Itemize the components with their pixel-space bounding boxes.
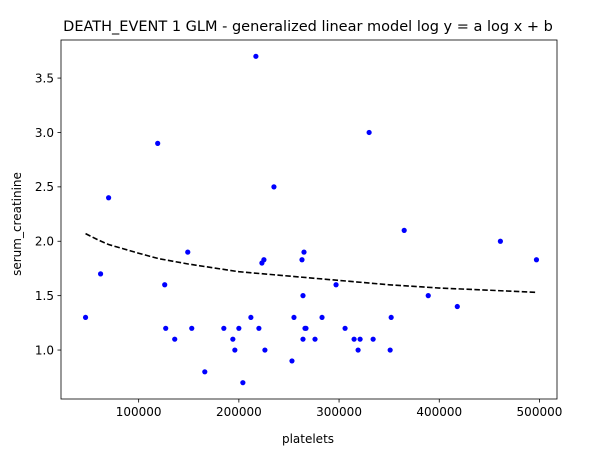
data-point-0	[82, 314, 89, 321]
data-point-27	[301, 249, 307, 255]
data-point-3	[155, 140, 161, 146]
data-point-40	[388, 314, 394, 321]
data-point-42	[425, 293, 431, 299]
data-point-44	[497, 238, 503, 244]
data-point-31	[319, 314, 325, 321]
y-tick-label-3: 2.5	[35, 180, 54, 194]
data-point-23	[291, 314, 297, 321]
data-point-36	[357, 336, 363, 342]
data-point-41	[401, 227, 407, 233]
plot-area	[60, 39, 558, 400]
data-point-11	[230, 336, 236, 342]
y-tick-label-2: 2.0	[35, 235, 54, 249]
data-point-4	[162, 282, 168, 288]
y-tick-label-0: 1.0	[35, 343, 54, 357]
x-tick-label-1: 200000	[216, 405, 262, 419]
x-axis: 100000 200000 300000 400000 500000	[116, 399, 563, 419]
data-point-35	[355, 347, 361, 353]
data-point-33	[342, 325, 348, 331]
x-tick-label-4: 500000	[517, 405, 563, 419]
data-point-25	[300, 336, 306, 342]
y-tick-label-1: 1.5	[35, 289, 54, 303]
data-point-1	[97, 271, 104, 277]
x-tick-label-2: 300000	[316, 405, 362, 419]
data-point-8	[189, 325, 195, 331]
data-point-5	[163, 325, 169, 331]
x-tick-label-0: 100000	[116, 405, 162, 419]
data-point-29	[303, 325, 309, 331]
data-point-7	[185, 249, 191, 255]
data-point-38	[370, 336, 376, 342]
data-point-19	[261, 257, 267, 263]
data-point-22	[289, 358, 295, 364]
data-point-32	[333, 282, 339, 288]
data-point-6	[172, 336, 178, 342]
data-point-24	[299, 257, 305, 263]
x-tick-label-3: 400000	[416, 405, 462, 419]
data-point-43	[454, 303, 460, 310]
plot-frame	[60, 39, 558, 400]
data-point-37	[366, 129, 372, 136]
data-point-20	[262, 347, 268, 353]
data-point-34	[351, 336, 357, 342]
data-point-10	[221, 325, 227, 331]
data-point-2	[106, 195, 112, 201]
data-point-12	[232, 347, 238, 353]
chart-title: DEATH_EVENT 1 GLM - generalized linear m…	[63, 19, 553, 35]
x-axis-label: platelets	[282, 432, 334, 446]
data-point-21	[271, 184, 277, 190]
data-point-13	[236, 325, 242, 331]
data-point-30	[312, 336, 318, 342]
y-axis: 1.0 1.5 2.0 2.5 3.0 3.5	[35, 71, 61, 357]
y-tick-label-4: 3.0	[35, 126, 54, 140]
data-point-16	[253, 53, 259, 59]
data-point-14	[240, 380, 246, 386]
data-point-15	[248, 314, 254, 321]
fit-curve	[85, 232, 537, 294]
y-tick-label-5: 3.5	[35, 71, 54, 85]
data-point-17	[256, 325, 262, 331]
data-point-26	[300, 293, 306, 299]
data-point-39	[387, 347, 393, 353]
data-point-45	[533, 257, 540, 263]
data-point-9	[202, 369, 208, 375]
y-axis-label: serum_creatinine	[10, 172, 24, 276]
